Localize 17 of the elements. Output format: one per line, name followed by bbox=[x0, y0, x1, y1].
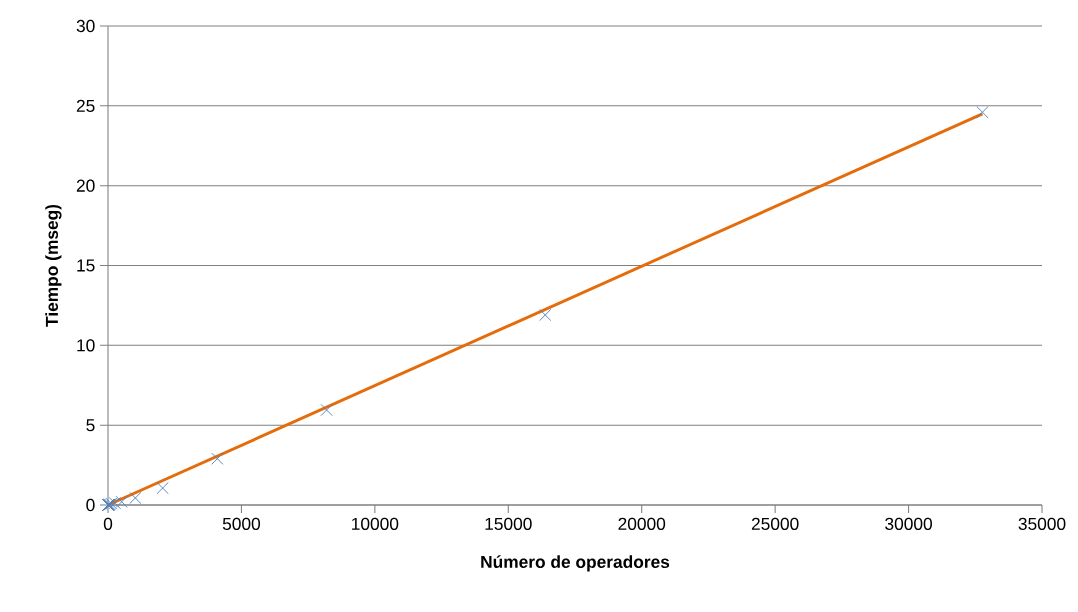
x-tick-label: 15000 bbox=[485, 517, 532, 530]
x-tick-label: 0 bbox=[103, 517, 113, 530]
x-tick-label: 5000 bbox=[222, 517, 261, 530]
x-axis-title: Número de operadores bbox=[481, 555, 670, 572]
y-tick-label: 30 bbox=[76, 19, 95, 33]
x-tick-label: 35000 bbox=[1018, 517, 1066, 530]
y-tick-label: 15 bbox=[77, 259, 95, 272]
y-tick-label: 20 bbox=[76, 179, 95, 192]
y-tick-label: 0 bbox=[86, 498, 95, 512]
y-axis-title: Tiempo (mseg) bbox=[45, 204, 62, 327]
x-tick-label: 20000 bbox=[618, 517, 666, 530]
y-tick-label: 10 bbox=[77, 339, 95, 352]
y-tick-label: 25 bbox=[76, 99, 95, 112]
x-tick-label: 10000 bbox=[352, 517, 399, 530]
x-tick-label: 30000 bbox=[885, 517, 932, 530]
y-tick-label: 5 bbox=[86, 419, 95, 432]
x-tick-label: 25000 bbox=[751, 517, 799, 530]
